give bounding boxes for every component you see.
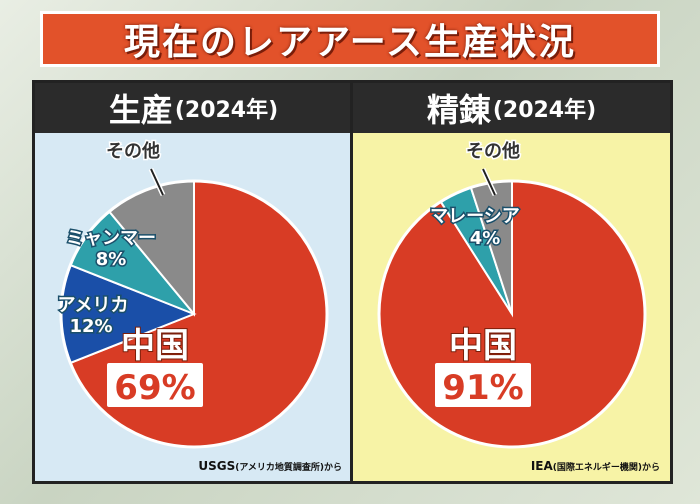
production-title: 生産 bbox=[108, 91, 173, 129]
refining-source: IEA(国際エネルギー機関)から bbox=[531, 459, 660, 473]
production-panel: 生産 (2024年) 中国 69% アメリカ 12% ミャンマー 8% その他 USGS(ア… bbox=[32, 80, 355, 484]
slice-label-0: 中国 bbox=[449, 326, 517, 366]
refining-panel: 精錬 (2024年) 中国 91% マレーシア 4% その他 IEA(国際エネルギー機関… bbox=[350, 80, 673, 484]
refining-title: 精錬 bbox=[426, 91, 491, 129]
refining-year: (2024年) bbox=[492, 98, 597, 123]
slice-label-2: その他 bbox=[466, 140, 520, 162]
refining-source-detail: (国際エネルギー機関)から bbox=[552, 463, 660, 473]
refining-source-name: IEA bbox=[530, 459, 553, 473]
slice-label-3: その他 bbox=[106, 140, 160, 162]
production-source: USGS(アメリカ地質調査所)から bbox=[198, 459, 342, 473]
slice-label-2: ミャンマー bbox=[66, 228, 156, 249]
production-source-detail: (アメリカ地質調査所)から bbox=[235, 463, 342, 473]
leader-line bbox=[482, 168, 496, 196]
page-title: 現在のレアアース生産状況 bbox=[123, 22, 577, 63]
leader-line bbox=[150, 168, 164, 196]
slice-label-1: アメリカ bbox=[57, 295, 128, 316]
slice-value-0: 69% bbox=[114, 368, 195, 408]
slice-label-0: 中国 bbox=[121, 326, 189, 366]
value-box bbox=[435, 363, 531, 407]
pie-outline bbox=[377, 179, 647, 449]
slice-value-1: 4% bbox=[470, 228, 501, 249]
production-source-name: USGS bbox=[198, 459, 236, 473]
slice-label-1: マレーシア bbox=[430, 206, 520, 227]
pie-outline bbox=[59, 179, 329, 449]
title-banner: 現在のレアアース生産状況 bbox=[40, 11, 660, 67]
slice-value-1: 12% bbox=[69, 316, 112, 337]
production-header: 生産 (2024年) bbox=[35, 83, 352, 133]
production-year: (2024年) bbox=[174, 98, 279, 123]
slice-value-0: 91% bbox=[442, 368, 523, 408]
slice-value-2: 8% bbox=[96, 249, 127, 270]
refining-header: 精錬 (2024年) bbox=[353, 83, 670, 133]
value-box bbox=[107, 363, 203, 407]
